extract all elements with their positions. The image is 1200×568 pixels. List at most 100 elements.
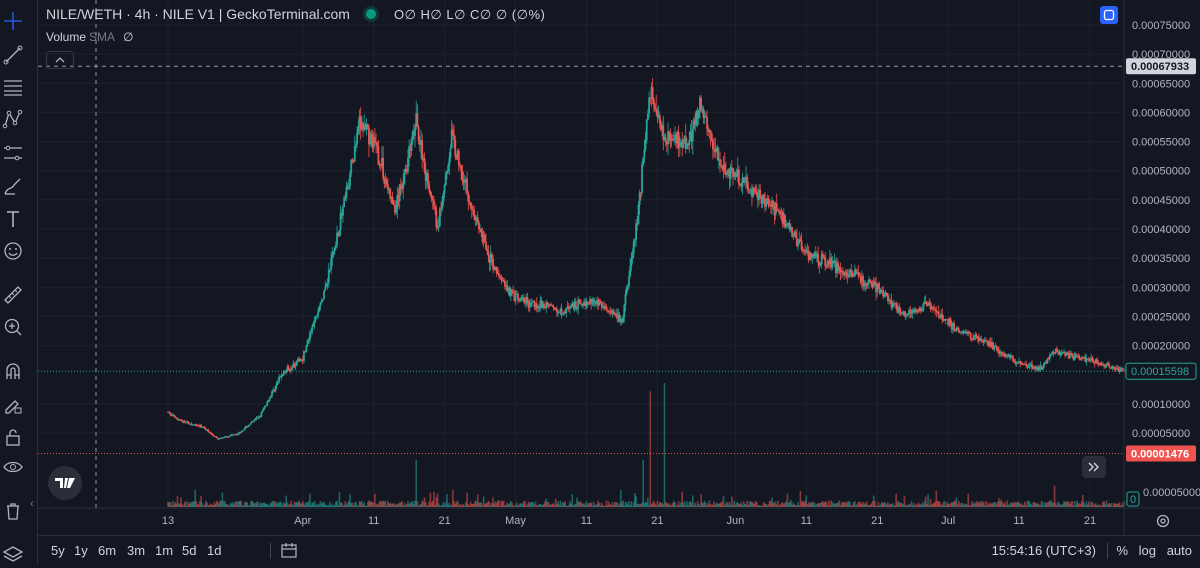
volume-bar bbox=[232, 502, 234, 507]
log-scale-toggle[interactable]: log bbox=[1138, 543, 1156, 558]
candle-body bbox=[656, 109, 659, 118]
auto-scale-toggle[interactable]: auto bbox=[1166, 543, 1192, 558]
volume-bar bbox=[475, 501, 478, 507]
fib-retracement-icon[interactable] bbox=[0, 74, 26, 100]
volume-bar bbox=[1078, 503, 1081, 507]
volume-bar bbox=[959, 505, 961, 507]
volume-bar bbox=[187, 501, 189, 507]
candle-body bbox=[901, 312, 903, 315]
volume-bar bbox=[385, 505, 388, 507]
range-5y-button[interactable]: 5y bbox=[51, 543, 65, 558]
candle-body bbox=[326, 282, 329, 285]
price-tick-label: 0.00050000 bbox=[1132, 166, 1190, 178]
candle-body bbox=[800, 240, 803, 250]
candle-body bbox=[415, 113, 418, 128]
trash-icon[interactable] bbox=[0, 498, 26, 524]
unlock-icon[interactable] bbox=[0, 424, 26, 450]
chart-settings-button[interactable] bbox=[1100, 6, 1118, 24]
volume-bar bbox=[314, 505, 317, 507]
candle-body bbox=[806, 250, 809, 252]
candle-body bbox=[501, 280, 504, 282]
volume-bar bbox=[531, 501, 533, 507]
percent-scale-toggle[interactable]: % bbox=[1116, 543, 1128, 558]
brush-icon[interactable] bbox=[0, 174, 26, 200]
layers-icon[interactable] bbox=[0, 542, 26, 568]
candle-body bbox=[738, 169, 740, 185]
volume-bar bbox=[1056, 505, 1058, 507]
volume-axis-label: 0.00005000 bbox=[1143, 487, 1200, 499]
lock-drawing-icon[interactable] bbox=[0, 392, 26, 418]
candle-body bbox=[634, 239, 636, 242]
trend-line-icon[interactable] bbox=[0, 42, 26, 68]
volume-value: ∅ bbox=[123, 30, 134, 44]
candle-body bbox=[687, 143, 690, 146]
candle-body bbox=[553, 307, 556, 309]
symbol-title[interactable]: NILE/WETH · 4h · NILE V1 | GeckoTerminal… bbox=[46, 6, 350, 22]
candle-body bbox=[232, 434, 234, 436]
volume-bar bbox=[235, 501, 238, 507]
eye-icon[interactable] bbox=[0, 454, 26, 480]
zoom-in-icon[interactable] bbox=[0, 314, 26, 340]
volume-bar bbox=[405, 504, 408, 507]
candle-body bbox=[327, 269, 330, 283]
ruler-icon[interactable] bbox=[0, 282, 26, 308]
volume-bar bbox=[1044, 502, 1046, 507]
volume-bar bbox=[288, 504, 291, 507]
range-1m-button[interactable]: 1m bbox=[155, 543, 174, 558]
volume-bar bbox=[525, 505, 527, 507]
pattern-icon[interactable] bbox=[0, 106, 26, 132]
candle-body bbox=[930, 307, 933, 309]
volume-bar bbox=[917, 502, 920, 507]
calendar-range-icon[interactable] bbox=[280, 541, 298, 559]
scroll-to-realtime-button[interactable] bbox=[1082, 456, 1106, 478]
volume-bar bbox=[227, 505, 230, 507]
volume-bar bbox=[275, 504, 278, 507]
volume-bar bbox=[836, 503, 838, 507]
range-3m-button[interactable]: 3m bbox=[127, 543, 146, 558]
candle-body bbox=[844, 272, 847, 276]
tradingview-logo[interactable] bbox=[48, 466, 82, 500]
toolbar-collapse-icon[interactable]: ‹ bbox=[30, 498, 34, 510]
volume-legend[interactable]: Volume SMA ∅ bbox=[46, 30, 134, 44]
candle-body bbox=[221, 437, 224, 439]
text-icon[interactable] bbox=[0, 206, 26, 232]
candle-body bbox=[720, 165, 723, 167]
range-5d-button[interactable]: 5d bbox=[182, 543, 197, 558]
range-6m-button[interactable]: 6m bbox=[98, 543, 117, 558]
crosshair-icon[interactable] bbox=[0, 8, 26, 34]
price-chart[interactable]: 0.000750000.000700000.000650000.00060000… bbox=[0, 0, 1200, 535]
magnet-icon[interactable] bbox=[0, 358, 26, 384]
volume-bar bbox=[1110, 502, 1113, 507]
volume-bar bbox=[911, 504, 914, 507]
gear-icon[interactable] bbox=[1155, 513, 1171, 529]
timezone-clock[interactable]: 15:54:16 (UTC+3) bbox=[991, 543, 1096, 558]
candle-body bbox=[417, 126, 420, 141]
candle-body bbox=[840, 271, 843, 273]
volume-bar bbox=[744, 503, 746, 507]
volume-bar bbox=[671, 502, 674, 507]
range-1y-button[interactable]: 1y bbox=[74, 543, 88, 558]
candle-body bbox=[457, 150, 460, 165]
candle-body bbox=[987, 342, 990, 346]
candle-body bbox=[459, 164, 461, 166]
volume-bar bbox=[559, 500, 562, 507]
candle-body bbox=[550, 304, 552, 306]
emoji-icon[interactable] bbox=[0, 238, 26, 264]
volume-bar bbox=[805, 495, 808, 507]
candle-body bbox=[1032, 366, 1035, 369]
collapse-legend-button[interactable] bbox=[46, 51, 74, 69]
range-1d-button[interactable]: 1d bbox=[207, 543, 222, 558]
candle-body bbox=[988, 341, 991, 346]
candle-body bbox=[1041, 367, 1044, 370]
candle-body bbox=[829, 257, 831, 265]
volume-bar bbox=[202, 505, 205, 507]
volume-bar bbox=[816, 504, 818, 507]
volume-bar bbox=[468, 505, 471, 507]
volume-bar bbox=[485, 502, 487, 507]
volume-bar bbox=[430, 502, 433, 507]
candle-body bbox=[682, 139, 685, 148]
candle-body bbox=[759, 189, 762, 198]
candle-body bbox=[226, 436, 229, 438]
volume-bar bbox=[720, 502, 722, 507]
forecast-icon[interactable] bbox=[0, 140, 26, 166]
